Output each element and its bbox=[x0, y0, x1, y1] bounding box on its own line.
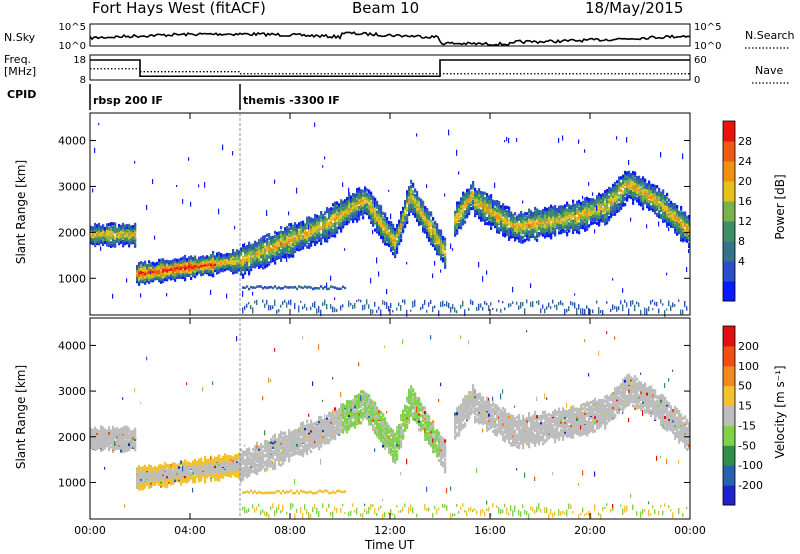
velocity-panel-colorbar-swatch-8 bbox=[723, 326, 735, 347]
power-panel-colorbar-tick-2: 20 bbox=[738, 175, 752, 188]
time-tick-label-2: 08:00 bbox=[274, 524, 306, 537]
noise-left-tick-top: 10^5 bbox=[59, 22, 86, 33]
time-tick-label-0: 00:00 bbox=[74, 524, 106, 537]
time-tick-label-4: 16:00 bbox=[474, 524, 506, 537]
time-tick-label-6: 00:00 bbox=[674, 524, 706, 537]
velocity-panel-colorbar-swatch-3 bbox=[723, 425, 735, 446]
velocity-panel-colorbar-tick-2: 50 bbox=[738, 380, 752, 393]
power-panel-colorbar-tick-4: 12 bbox=[738, 215, 752, 228]
velocity-panel-colorbar-swatch-1 bbox=[723, 465, 735, 486]
noise-right-tick-top: 10^5 bbox=[694, 22, 721, 33]
power-panel-ytick-1000: 1000 bbox=[58, 272, 86, 285]
velocity-panel-ytick-4000: 4000 bbox=[58, 339, 86, 352]
power-panel-echoes bbox=[90, 122, 691, 317]
nsky-label: N.Sky bbox=[4, 31, 36, 44]
nave-label: Nave bbox=[755, 64, 784, 77]
velocity-panel-ytick-2000: 2000 bbox=[58, 431, 86, 444]
noise-strip-frame bbox=[89, 23, 691, 47]
power-panel-colorbar-swatch-6 bbox=[723, 161, 735, 182]
velocity-panel-colorbar-swatch-0 bbox=[723, 485, 735, 506]
velocity-panel-colorbar-tick-3: 15 bbox=[738, 400, 752, 413]
power-panel-colorbar-swatch-2 bbox=[723, 241, 735, 262]
time-tick-label-1: 04:00 bbox=[174, 524, 206, 537]
velocity-panel-colorbar-swatch-7 bbox=[723, 345, 735, 367]
cpid-label: CPID bbox=[7, 88, 37, 101]
velocity-panel-colorbar-tick-5: -50 bbox=[738, 439, 756, 452]
velocity-panel-ytick-1000: 1000 bbox=[58, 476, 86, 489]
time-tick-label-5: 20:00 bbox=[574, 524, 606, 537]
power-panel-colorbar-swatch-5 bbox=[723, 181, 735, 202]
velocity-panel-colorbar-tick-4: -15 bbox=[738, 419, 756, 432]
x-axis-label: Time UT bbox=[365, 538, 415, 552]
power-panel-ytick-2000: 2000 bbox=[58, 226, 86, 239]
power-panel-ytick-3000: 3000 bbox=[58, 180, 86, 193]
freq-series bbox=[90, 59, 690, 78]
power-panel-colorbar-swatch-3 bbox=[723, 221, 735, 242]
power-panel-colorbar-frame bbox=[722, 120, 736, 302]
velocity-panel-colorbar-tick-7: -200 bbox=[738, 479, 763, 492]
power-panel-colorbar-swatch-8 bbox=[723, 121, 735, 142]
power-panel-colorbar-tick-3: 16 bbox=[738, 195, 752, 208]
velocity-panel-colorbar-swatch-5 bbox=[723, 385, 735, 407]
power-panel-ytick-4000: 4000 bbox=[58, 135, 86, 148]
velocity-panel-colorbar-swatch-4 bbox=[723, 405, 735, 426]
date-title: 18/May/2015 bbox=[585, 0, 684, 17]
noise-series bbox=[89, 31, 691, 47]
nave-right-tick-top: 60 bbox=[694, 55, 707, 66]
velocity-panel-echoes bbox=[90, 330, 691, 520]
velocity-panel-colorbar-tick-6: -100 bbox=[738, 459, 763, 472]
power-panel-colorbar-swatch-1 bbox=[723, 261, 735, 282]
noise-right-tick-bottom: 10^0 bbox=[694, 41, 721, 52]
velocity-panel-colorbar-tick-1: 100 bbox=[738, 360, 759, 373]
station-title: Fort Hays West (fitACF) bbox=[92, 0, 266, 17]
freq-strip-frame bbox=[89, 54, 691, 81]
velocity-panel-colorbar-tick-0: 200 bbox=[738, 340, 759, 353]
power-panel-colorbar-tick-5: 8 bbox=[738, 235, 745, 248]
power-panel-colorbar-swatch-4 bbox=[723, 201, 735, 222]
power-panel-colorbar-tick-6: 4 bbox=[738, 255, 745, 268]
freq-left-tick-top: 18 bbox=[73, 55, 86, 66]
velocity-panel-colorbar-swatch-6 bbox=[723, 365, 735, 387]
noise-left-tick-bottom: 10^0 bbox=[59, 41, 86, 52]
velocity-panel-colorbar-swatch-2 bbox=[723, 445, 735, 466]
velocity-panel-colorbar-frame bbox=[722, 325, 736, 506]
power-panel-colorbar-swatch-0 bbox=[723, 281, 735, 302]
beam-title: Beam 10 bbox=[352, 0, 420, 17]
power-panel-colorbar-swatch-7 bbox=[723, 141, 735, 162]
cpid-entry-0: rbsp 200 IF bbox=[93, 94, 163, 107]
power-panel-colorbar-tick-0: 28 bbox=[738, 135, 752, 148]
nsearch-label: N.Search bbox=[745, 29, 795, 42]
nave-right-tick-bottom: 0 bbox=[694, 75, 700, 86]
freq-label: Freq. bbox=[4, 53, 32, 66]
freq-left-tick-bottom: 8 bbox=[80, 75, 86, 86]
time-tick-label-3: 12:00 bbox=[374, 524, 406, 537]
velocity-panel-ytick-3000: 3000 bbox=[58, 385, 86, 398]
freq-unit-label: [MHz] bbox=[4, 65, 37, 78]
power-panel-colorbar-tick-1: 24 bbox=[738, 155, 752, 168]
cpid-entry-1: themis -3300 IF bbox=[243, 94, 340, 107]
